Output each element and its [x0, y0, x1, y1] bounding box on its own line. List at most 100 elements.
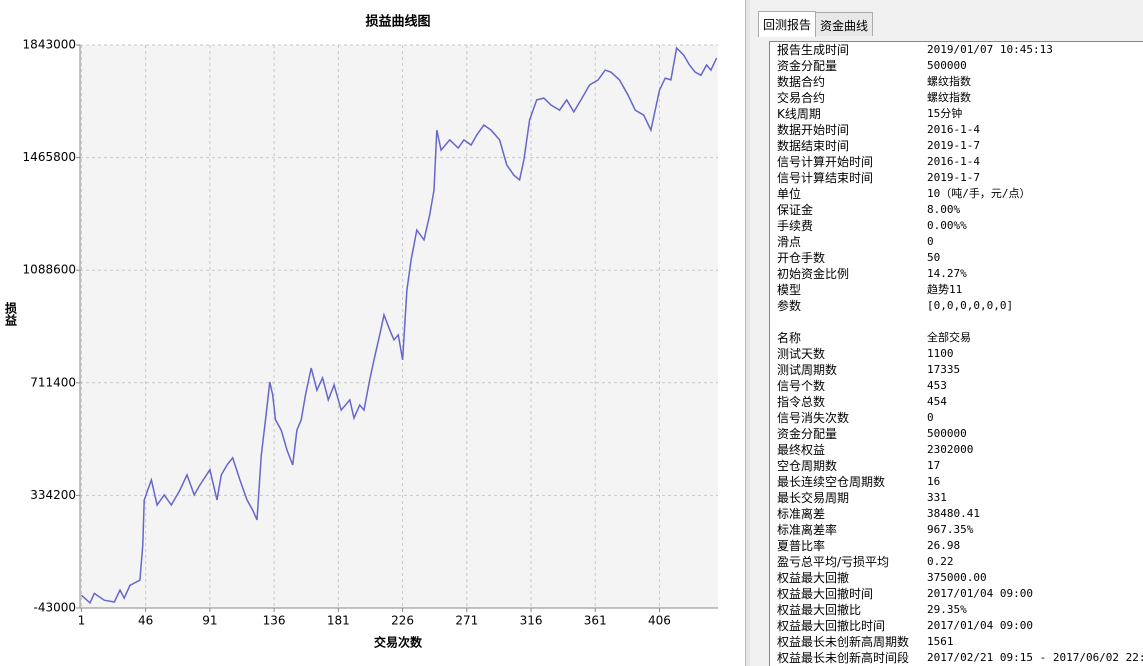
row-key: K线周期 [777, 107, 821, 121]
report-row: 单位 10（吨/手，元/点） [770, 186, 1143, 202]
report-row: 数据结束时间 2019-1-7 [770, 138, 1143, 154]
row-key: 数据开始时间 [777, 123, 850, 137]
row-key: 夏普比率 [777, 539, 826, 553]
row-key: 权益最大回撤比时间 [777, 619, 886, 633]
row-value: 15分钟 [927, 107, 963, 120]
row-value: 螺纹指数 [927, 75, 971, 88]
report-row: 最长连续空仓周期数 16 [770, 474, 1143, 490]
report-row: 权益最大回撤 375000.00 [770, 570, 1143, 586]
row-value: 2019-1-7 [927, 139, 980, 152]
row-value: 2302000 [927, 443, 974, 456]
report-row: 测试周期数 17335 [770, 362, 1143, 378]
row-value: 1100 [927, 347, 954, 360]
report-row: 资金分配量 500000 [770, 58, 1143, 74]
report-panel: 回测报告 资金曲线 报告生成时间 2019/01/07 10:45:13 资金分配量 5… [750, 0, 1143, 666]
row-value: [0,0,0,0,0,0] [927, 299, 1014, 312]
y-tick-label: 711400 [30, 375, 76, 389]
row-key: 单位 [777, 187, 802, 201]
row-key: 指令总数 [777, 395, 826, 409]
report-row: 最长交易周期 331 [770, 490, 1143, 506]
row-key: 数据结束时间 [777, 139, 850, 153]
row-value: 331 [927, 491, 947, 504]
report-row: 模型 趋势11 [770, 282, 1143, 298]
row-key: 权益最长未创新高时间段 [777, 651, 910, 665]
row-value: 26.98 [927, 539, 961, 552]
report-row: 权益最大回撤比 29.35% [770, 602, 1143, 618]
row-key: 初始资金比例 [777, 267, 850, 281]
report-row: 信号消失次数 0 [770, 410, 1143, 426]
x-tick-label: 271 [455, 614, 478, 628]
row-key: 信号消失次数 [777, 411, 850, 425]
row-value: 500000 [927, 427, 967, 440]
report-row: 手续费 0.00%% [770, 218, 1143, 234]
x-tick-label: 226 [391, 614, 414, 628]
x-tick-label: 361 [584, 614, 607, 628]
report-row: K线周期 15分钟 [770, 106, 1143, 122]
report-row: 指令总数 454 [770, 394, 1143, 410]
row-key: 滑点 [777, 235, 802, 249]
row-value: 454 [927, 395, 947, 408]
row-value: 500000 [927, 59, 967, 72]
report-row: 交易合约 螺纹指数 [770, 90, 1143, 106]
row-value: 38480.41 [927, 507, 980, 520]
row-key: 信号计算结束时间 [777, 171, 874, 185]
row-key: 开仓手数 [777, 251, 826, 265]
report-row: 参数 [0,0,0,0,0,0] [770, 298, 1143, 314]
row-value: 2017/01/04 09:00 [927, 587, 1033, 600]
tab[interactable]: 回测报告 [758, 11, 817, 37]
report-row: 标准离差 38480.41 [770, 506, 1143, 522]
row-value: 967.35% [927, 523, 974, 536]
row-key: 数据合约 [777, 75, 826, 89]
x-tick-label: 46 [138, 614, 153, 628]
report-row: 夏普比率 26.98 [770, 538, 1143, 554]
report-row: 权益最大回撤比时间 2017/01/04 09:00 [770, 618, 1143, 634]
row-key: 模型 [777, 283, 802, 297]
row-value: 2017/01/04 09:00 [927, 619, 1033, 632]
row-key: 信号计算开始时间 [777, 155, 874, 169]
row-key: 保证金 [777, 203, 814, 217]
row-key: 权益最长未创新高周期数 [777, 635, 910, 649]
row-key: 资金分配量 [777, 427, 838, 441]
chart-title: 损益曲线图 [365, 14, 430, 30]
row-value: 2016-1-4 [927, 123, 980, 136]
plot-area [80, 45, 718, 608]
row-key: 最长交易周期 [777, 491, 850, 505]
report-row: 盈亏总平均/亏损平均 0.22 [770, 554, 1143, 570]
x-tick-label: 181 [327, 614, 350, 628]
report-row: 信号个数 453 [770, 378, 1143, 394]
report-row: 信号计算开始时间 2016-1-4 [770, 154, 1143, 170]
row-key: 最长连续空仓周期数 [777, 475, 886, 489]
row-value: 2017/02/21 09:15 - 2017/06/02 22:45 [927, 651, 1143, 664]
row-value: 14.27% [927, 267, 967, 280]
row-value: 2019/01/07 10:45:13 [927, 43, 1053, 56]
y-tick-label: 1088600 [23, 263, 76, 277]
x-tick-label: 1 [78, 614, 86, 628]
report-row: 权益最大回撤时间 2017/01/04 09:00 [770, 586, 1143, 602]
tab[interactable]: 资金曲线 [815, 12, 874, 36]
row-key: 盈亏总平均/亏损平均 [777, 555, 890, 569]
chart: 损益曲线图 损益 交易次数 -43000 334200 711400 1088600 1… [4, 14, 718, 650]
row-value: 0 [927, 235, 934, 248]
report-row: 最终权益 2302000 [770, 442, 1143, 458]
report-row: 测试天数 1100 [770, 346, 1143, 362]
row-key: 标准离差率 [777, 523, 838, 537]
row-value: 17335 [927, 363, 961, 376]
row-key: 报告生成时间 [777, 43, 850, 57]
report-row: 数据开始时间 2016-1-4 [770, 122, 1143, 138]
row-value: 0.00%% [927, 219, 967, 232]
splitter [745, 0, 750, 666]
tab-bar: 回测报告 资金曲线 [758, 11, 874, 37]
row-key: 标准离差 [777, 507, 826, 521]
report-row: 滑点 0 [770, 234, 1143, 250]
equity-line [80, 46, 718, 605]
row-value: 453 [927, 379, 947, 392]
y-axis-label: 损益 [4, 301, 18, 327]
report-row: 信号计算结束时间 2019-1-7 [770, 170, 1143, 186]
row-key: 资金分配量 [777, 59, 838, 73]
row-value: 16 [927, 475, 941, 488]
row-key: 信号个数 [777, 379, 826, 393]
y-tick-label: 1465800 [23, 150, 76, 164]
report-row: 初始资金比例 14.27% [770, 266, 1143, 282]
row-key: 测试天数 [777, 347, 826, 361]
